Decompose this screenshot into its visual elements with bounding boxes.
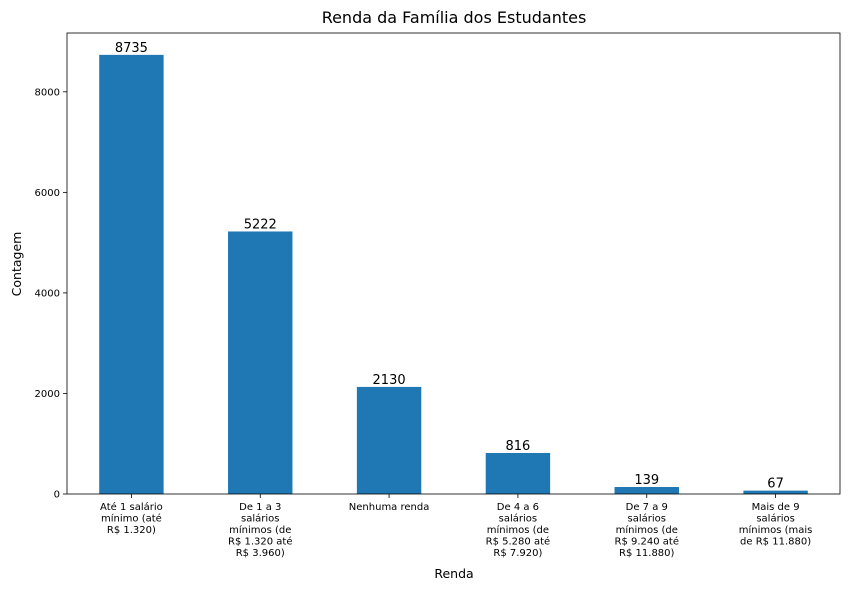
x-axis-label: Renda — [434, 566, 473, 581]
x-tick-label-4: De 7 a 9 salários mínimos (de R$ 9.240 até R… — [615, 502, 680, 559]
y-tick-label-4: 8000 — [35, 87, 60, 98]
y-tick-label-1: 2000 — [35, 389, 60, 400]
axes-frame — [66, 32, 841, 495]
x-tick-label-2: Nenhuma renda — [349, 502, 430, 513]
data-label-3: 816 — [506, 439, 531, 454]
bar-1 — [228, 231, 293, 495]
x-tick-label-0: Até 1 salário mínimo (até R$ 1.320) — [100, 501, 163, 536]
bar-0 — [99, 54, 164, 494]
chart-title: Renda da Família dos Estudantes — [322, 8, 587, 27]
plot-area: 8735 Até 1 salário mínimo (até R$ 1.320) 522… — [35, 32, 841, 559]
bar-4 — [614, 487, 679, 494]
data-label-0: 8735 — [115, 41, 148, 56]
data-label-5: 67 — [767, 477, 784, 492]
data-label-2: 2130 — [373, 373, 406, 388]
data-label-1: 5222 — [244, 217, 277, 232]
y-tick-label-0: 0 — [54, 490, 60, 501]
bar-5 — [743, 490, 808, 494]
bar-2 — [356, 386, 422, 494]
x-tick-label-3: De 4 a 6 salários mínimos (de R$ 5.280 até R… — [486, 502, 551, 559]
y-tick-label-3: 6000 — [35, 188, 60, 199]
y-tick-label-2: 4000 — [35, 288, 60, 299]
y-axis-label: Contagem — [9, 232, 24, 297]
bar-3 — [485, 452, 551, 494]
x-tick-label-5: Mais de 9 salários mínimos (mais de R$ 11.8… — [739, 502, 813, 548]
x-tick-label-1: De 1 a 3 salários mínimos (de R$ 1.320 até R… — [228, 502, 293, 559]
data-label-4: 139 — [634, 473, 659, 488]
